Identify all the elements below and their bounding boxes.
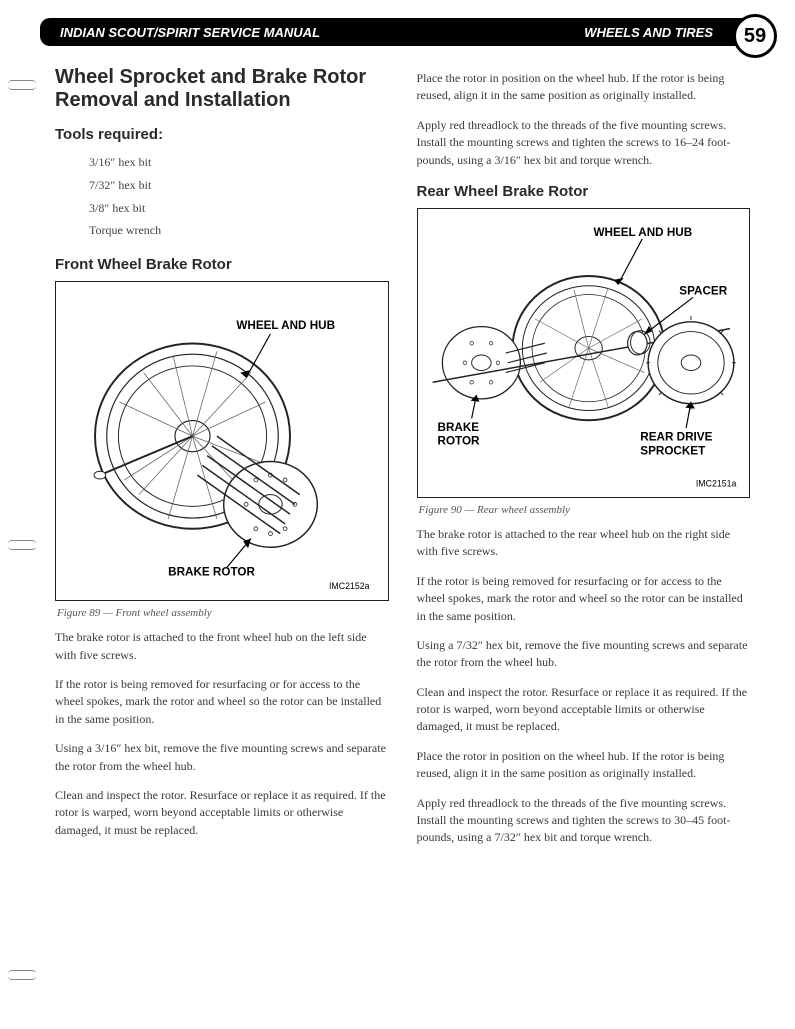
svg-text:REAR DRIVE SPROCKET: REAR DRIVE SPROCKET — [640, 431, 715, 458]
tool-item: 3/16″ hex bit — [89, 151, 389, 174]
right-column: Place the rotor in position on the wheel… — [417, 56, 751, 859]
body-para: Place the rotor in position on the wheel… — [417, 748, 751, 783]
header-bar: INDIAN SCOUT/SPIRIT SERVICE MANUAL WHEEL… — [40, 18, 755, 46]
body-para: Place the rotor in position on the wheel… — [417, 70, 751, 105]
tool-item: 3/8″ hex bit — [89, 197, 389, 220]
header-left: INDIAN SCOUT/SPIRIT SERVICE MANUAL — [60, 25, 320, 40]
page-number: 59 — [733, 14, 777, 58]
svg-text:WHEEL AND HUB: WHEEL AND HUB — [236, 319, 335, 332]
body-para: Apply red threadlock to the threads of t… — [417, 117, 751, 169]
svg-text:BRAKE ROTOR: BRAKE ROTOR — [437, 421, 482, 448]
rear-wheel-diagram-icon: WHEEL AND HUB SPACER BRAKE ROTOR REAR DR… — [418, 209, 750, 497]
figure-90: WHEEL AND HUB SPACER BRAKE ROTOR REAR DR… — [417, 208, 751, 498]
front-wheel-diagram-icon: WHEEL AND HUB BRAKE ROTOR IMC2152a — [56, 282, 388, 600]
tools-heading: Tools required: — [55, 126, 389, 143]
tool-item: Torque wrench — [89, 219, 389, 242]
svg-text:SPACER: SPACER — [679, 284, 727, 297]
body-para: Using a 7/32″ hex bit, remove the five m… — [417, 637, 751, 672]
svg-text:IMC2152a: IMC2152a — [329, 581, 370, 591]
tools-list: 3/16″ hex bit 7/32″ hex bit 3/8″ hex bit… — [89, 151, 389, 242]
body-para: The brake rotor is attached to the front… — [55, 629, 389, 664]
body-para: Using a 3/16″ hex bit, remove the five m… — [55, 740, 389, 775]
fig89-caption: Figure 89 — Front wheel assembly — [57, 607, 389, 619]
header-right: WHEELS AND TIRES — [584, 25, 713, 40]
body-para: Clean and inspect the rotor. Resurface o… — [55, 787, 389, 839]
main-heading: Wheel Sprocket and Brake Rotor Removal a… — [55, 66, 389, 112]
body-para: Clean and inspect the rotor. Resurface o… — [417, 684, 751, 736]
body-para: Apply red threadlock to the threads of t… — [417, 795, 751, 847]
figure-89: WHEEL AND HUB BRAKE ROTOR IMC2152a — [55, 281, 389, 601]
svg-text:BRAKE ROTOR: BRAKE ROTOR — [168, 566, 255, 579]
body-para: If the rotor is being removed for resurf… — [417, 573, 751, 625]
body-para: The brake rotor is attached to the rear … — [417, 526, 751, 561]
fig90-heading: Rear Wheel Brake Rotor — [417, 183, 751, 200]
fig90-caption: Figure 90 — Rear wheel assembly — [419, 504, 751, 516]
body-para: If the rotor is being removed for resurf… — [55, 676, 389, 728]
fig89-heading: Front Wheel Brake Rotor — [55, 256, 389, 273]
svg-text:WHEEL AND HUB: WHEEL AND HUB — [593, 226, 692, 239]
tool-item: 7/32″ hex bit — [89, 174, 389, 197]
svg-text:IMC2151a: IMC2151a — [695, 479, 736, 489]
left-column: Wheel Sprocket and Brake Rotor Removal a… — [55, 56, 389, 859]
